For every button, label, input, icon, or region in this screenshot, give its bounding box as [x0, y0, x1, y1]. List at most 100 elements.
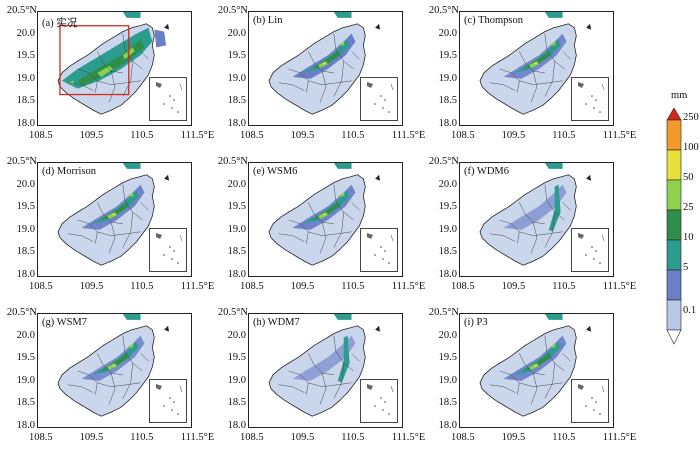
lon-tick-label: 109.5	[290, 432, 315, 443]
county-border	[140, 51, 149, 60]
lon-tick-label: 108.5	[29, 281, 53, 292]
map-panel: (e) WSM6	[248, 162, 403, 277]
panel-label: (g) WSM7	[42, 317, 88, 328]
county-border	[278, 233, 305, 242]
inset-map	[156, 384, 183, 415]
county-border	[519, 51, 545, 74]
inset-map	[156, 233, 183, 264]
lat-tick-label: 19.0	[227, 72, 246, 84]
lon-tick-label: 110.5	[341, 130, 365, 141]
panel-label: (i) P3	[464, 317, 488, 328]
lat-tick-label: 20.0	[438, 27, 457, 39]
panel-label: (f) WDM6	[464, 166, 510, 177]
county-border	[308, 202, 334, 225]
lat-tick-label: 19.0	[438, 72, 457, 84]
colorbar-label: 10	[683, 232, 694, 243]
county-border	[288, 219, 309, 244]
county-border	[499, 219, 520, 244]
lat-tick-label: 20.5°N	[428, 5, 459, 16]
lon-tick-label: 111.5°E	[602, 432, 637, 443]
lon-tick-label: 111.5°E	[180, 130, 215, 141]
county-border	[97, 80, 141, 85]
map-panel: (b) Lin	[248, 11, 403, 126]
county-border	[519, 202, 545, 225]
coastline	[57, 174, 155, 266]
lat-tick-label: 20.0	[438, 329, 457, 341]
lon-tick-label: 111.5°E	[180, 432, 215, 443]
lat-tick-label: 20.0	[227, 178, 246, 190]
colorbar-label: 5	[683, 262, 689, 273]
lat-tick-label: 20.0	[227, 329, 246, 341]
colorbar-label: 100	[683, 142, 699, 153]
county-border	[333, 184, 354, 221]
lat-tick-label: 19.0	[438, 223, 457, 235]
lat-tick-label: 18.5	[16, 246, 35, 258]
county-border	[530, 372, 538, 405]
lat-tick-label: 19.5	[438, 201, 457, 213]
county-border	[333, 61, 344, 97]
lat-tick-label: 18.0	[227, 268, 246, 280]
lat-tick-label: 18.0	[16, 419, 35, 431]
south-china-sea-inset	[360, 77, 398, 121]
island-map	[479, 314, 592, 417]
islet	[164, 174, 170, 181]
county-border	[278, 82, 305, 91]
island-map	[479, 12, 592, 115]
coastline	[57, 23, 155, 115]
lon-tick-label: 111.5°E	[602, 281, 637, 292]
lat-tick-label: 19.5	[227, 201, 246, 213]
lon-tick-label: 111.5°E	[180, 281, 215, 292]
county-border	[333, 33, 354, 70]
colorbar	[666, 108, 682, 345]
panel-label: (c) Thompson	[464, 15, 524, 26]
inset-map	[367, 82, 394, 113]
lon-tick-label: 108.5	[29, 130, 53, 141]
inset-map	[578, 82, 605, 113]
lon-tick-label: 108.5	[451, 130, 475, 141]
panel-label: (d) Morrison	[42, 166, 96, 177]
lat-tick-label: 20.5°N	[217, 307, 248, 318]
lon-tick-label: 110.5	[552, 130, 576, 141]
lat-tick-label: 18.0	[227, 419, 246, 431]
coastline	[479, 174, 577, 266]
colorbar-bin	[666, 149, 682, 181]
lon-tick-label: 109.5	[79, 432, 104, 443]
colorbar-label: 50	[683, 172, 694, 183]
map-panel: (h) WDM7	[248, 313, 403, 428]
county-border	[333, 363, 344, 399]
county-border	[97, 202, 123, 225]
lat-tick-label: 20.0	[16, 178, 35, 190]
lat-tick-label: 20.5°N	[6, 5, 37, 16]
county-border	[489, 384, 516, 393]
county-border	[77, 219, 98, 244]
lon-tick-label: 111.5°E	[391, 130, 426, 141]
lat-tick-label: 18.5	[16, 397, 35, 409]
county-border	[67, 233, 94, 242]
coastline	[268, 325, 366, 417]
lon-tick-label: 109.5	[290, 281, 315, 292]
county-border	[544, 335, 565, 372]
county-border	[108, 221, 116, 254]
lat-tick-label: 20.5°N	[217, 156, 248, 167]
map-panel: (g) WSM7	[37, 313, 192, 428]
islet	[586, 23, 592, 30]
lat-tick-label: 18.0	[16, 117, 35, 129]
county-border	[288, 370, 309, 395]
county-border	[308, 51, 334, 74]
lon-tick-label: 108.5	[29, 432, 53, 443]
county-border	[122, 212, 133, 248]
lat-tick-label: 18.0	[438, 419, 457, 431]
coastline	[479, 23, 577, 115]
lon-tick-label: 110.5	[341, 281, 365, 292]
colorbar-label: 250	[683, 112, 699, 123]
lat-tick-label: 19.5	[227, 50, 246, 62]
county-border	[519, 353, 545, 376]
lon-tick-label: 109.5	[79, 281, 104, 292]
county-border	[67, 384, 94, 393]
colorbar-label: 0.1	[683, 305, 697, 316]
islet	[164, 325, 170, 332]
county-border	[308, 382, 352, 387]
map-panel: (d) Morrison	[37, 162, 192, 277]
colorbar-bin	[666, 239, 682, 271]
lat-tick-label: 19.0	[16, 223, 35, 235]
